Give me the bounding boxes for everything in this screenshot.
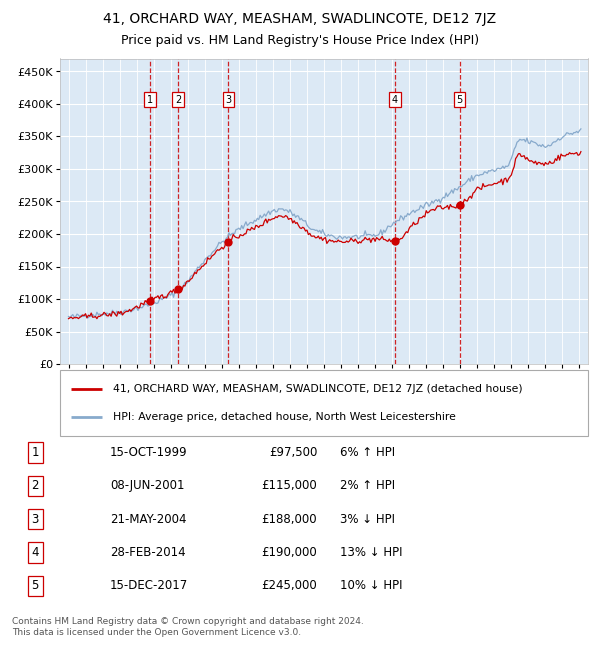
Text: 6% ↑ HPI: 6% ↑ HPI xyxy=(340,446,395,459)
Text: 3: 3 xyxy=(31,513,39,526)
Text: £188,000: £188,000 xyxy=(262,513,317,526)
Text: 5: 5 xyxy=(457,95,463,105)
Text: 5: 5 xyxy=(31,579,39,592)
Text: 2: 2 xyxy=(31,480,39,493)
Text: 13% ↓ HPI: 13% ↓ HPI xyxy=(340,546,403,559)
Text: 4: 4 xyxy=(392,95,398,105)
Text: HPI: Average price, detached house, North West Leicestershire: HPI: Average price, detached house, Nort… xyxy=(113,412,455,423)
Text: 21-MAY-2004: 21-MAY-2004 xyxy=(110,513,187,526)
Text: 08-JUN-2001: 08-JUN-2001 xyxy=(110,480,184,493)
Text: £245,000: £245,000 xyxy=(262,579,317,592)
Text: Contains HM Land Registry data © Crown copyright and database right 2024.
This d: Contains HM Land Registry data © Crown c… xyxy=(12,618,364,637)
Text: 3: 3 xyxy=(226,95,232,105)
Text: 1: 1 xyxy=(147,95,153,105)
Text: £190,000: £190,000 xyxy=(262,546,317,559)
Text: 10% ↓ HPI: 10% ↓ HPI xyxy=(340,579,403,592)
Text: £115,000: £115,000 xyxy=(262,480,317,493)
Text: 1: 1 xyxy=(31,446,39,459)
Text: 41, ORCHARD WAY, MEASHAM, SWADLINCOTE, DE12 7JZ: 41, ORCHARD WAY, MEASHAM, SWADLINCOTE, D… xyxy=(103,12,497,26)
Text: 28-FEB-2014: 28-FEB-2014 xyxy=(110,546,185,559)
Text: 15-DEC-2017: 15-DEC-2017 xyxy=(110,579,188,592)
Text: 2% ↑ HPI: 2% ↑ HPI xyxy=(340,480,395,493)
Text: 15-OCT-1999: 15-OCT-1999 xyxy=(110,446,188,459)
Text: 4: 4 xyxy=(31,546,39,559)
Text: £97,500: £97,500 xyxy=(269,446,317,459)
FancyBboxPatch shape xyxy=(60,370,588,436)
Text: Price paid vs. HM Land Registry's House Price Index (HPI): Price paid vs. HM Land Registry's House … xyxy=(121,34,479,47)
Text: 2: 2 xyxy=(175,95,181,105)
Text: 3% ↓ HPI: 3% ↓ HPI xyxy=(340,513,395,526)
Text: 41, ORCHARD WAY, MEASHAM, SWADLINCOTE, DE12 7JZ (detached house): 41, ORCHARD WAY, MEASHAM, SWADLINCOTE, D… xyxy=(113,384,523,394)
